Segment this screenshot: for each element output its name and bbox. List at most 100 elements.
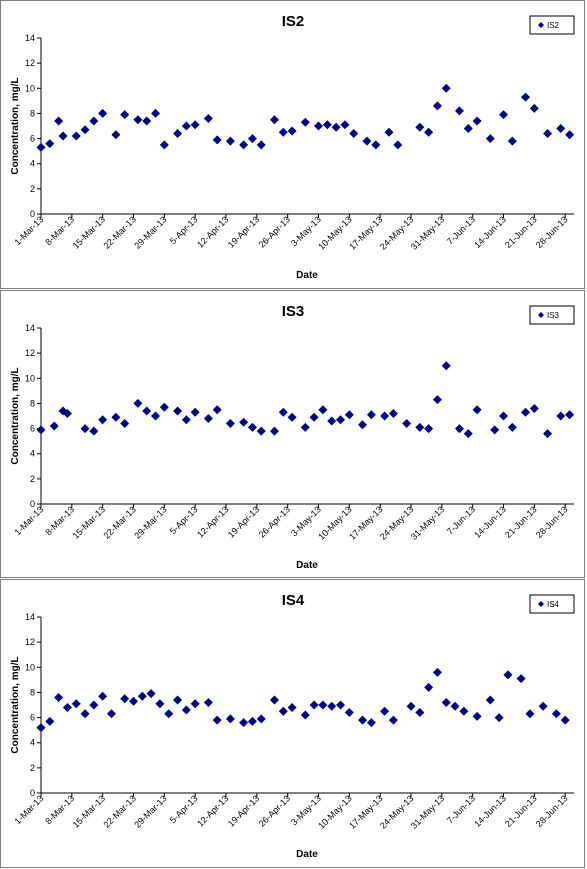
y-tick-label: 2 bbox=[30, 763, 35, 773]
x-tick-label: 15-Mar-13 bbox=[71, 793, 107, 829]
data-point bbox=[358, 715, 368, 725]
chart-is2: IS2 IS2024681012141-Mar-138-Mar-1315-Mar-… bbox=[10, 13, 575, 281]
y-tick-label: 0 bbox=[30, 499, 35, 509]
y-tick-label: 12 bbox=[25, 58, 35, 68]
data-point bbox=[415, 708, 425, 718]
x-tick-label: 12-Apr-13 bbox=[195, 214, 230, 249]
data-point bbox=[331, 122, 341, 132]
x-tick-label: 28-Jun-13 bbox=[534, 504, 570, 540]
data-point bbox=[133, 115, 143, 125]
data-point bbox=[560, 715, 570, 725]
data-point bbox=[441, 83, 451, 93]
data-point bbox=[256, 714, 266, 724]
legend-marker bbox=[538, 601, 544, 607]
series-is2 bbox=[36, 83, 575, 152]
data-point bbox=[164, 709, 174, 719]
data-point bbox=[485, 134, 495, 144]
data-point bbox=[463, 124, 473, 134]
chart-panel-is3: IS3 IS3 0 2 4 6 8 10 12 14 1-Mar-13 8-Mar-13 15-Mar-… bbox=[0, 290, 585, 578]
x-tick-label: 5-Apr-13 bbox=[168, 214, 200, 246]
legend-marker bbox=[538, 312, 544, 318]
data-point bbox=[322, 120, 332, 130]
data-point bbox=[120, 694, 130, 704]
data-point bbox=[521, 407, 531, 417]
x-tick-label: 1-Mar-13 bbox=[13, 793, 46, 826]
data-point bbox=[98, 108, 108, 118]
data-point bbox=[309, 412, 319, 422]
x-tick-label: 14-Jun-13 bbox=[472, 793, 508, 829]
data-point bbox=[146, 689, 156, 699]
data-point bbox=[327, 701, 337, 711]
data-point bbox=[529, 403, 539, 413]
data-point bbox=[441, 697, 451, 707]
data-point bbox=[62, 703, 72, 713]
data-point bbox=[80, 125, 90, 135]
data-point bbox=[58, 406, 68, 416]
data-point bbox=[212, 135, 222, 145]
y-axis-label: Concentration, mg/L bbox=[10, 656, 21, 753]
data-point bbox=[300, 117, 310, 127]
data-point bbox=[318, 700, 328, 710]
data-point bbox=[98, 691, 108, 701]
x-tick-label: 21-Jun-13 bbox=[503, 793, 539, 829]
data-point bbox=[98, 415, 108, 425]
data-point bbox=[529, 103, 539, 113]
x-tick-label: 26-Apr-13 bbox=[257, 214, 292, 249]
data-point bbox=[36, 425, 46, 435]
data-point bbox=[538, 701, 548, 711]
data-point bbox=[173, 695, 183, 705]
data-point bbox=[89, 116, 99, 126]
data-point bbox=[300, 710, 310, 720]
legend-box bbox=[529, 594, 575, 614]
data-point bbox=[424, 682, 434, 692]
data-point bbox=[551, 709, 561, 719]
data-point bbox=[287, 126, 297, 136]
data-point bbox=[472, 711, 482, 721]
data-point bbox=[432, 667, 442, 677]
y-tick-label: 10 bbox=[25, 83, 35, 93]
y-tick-label: 4 bbox=[30, 738, 35, 748]
x-tick-label: 14-Jun-13 bbox=[472, 504, 508, 540]
data-point bbox=[269, 426, 279, 436]
data-point bbox=[309, 700, 319, 710]
x-tick-label: 26-Apr-13 bbox=[257, 504, 292, 539]
data-point bbox=[318, 405, 328, 415]
data-point bbox=[137, 691, 147, 701]
legend-label: IS4 bbox=[547, 600, 560, 609]
data-point bbox=[556, 124, 566, 134]
x-tick-label: 12-Apr-13 bbox=[195, 504, 230, 539]
y-tick-label: 6 bbox=[30, 713, 35, 723]
data-point bbox=[181, 705, 191, 715]
data-point bbox=[120, 110, 130, 120]
series-is3 bbox=[36, 361, 575, 439]
legend-box bbox=[529, 305, 575, 325]
data-point bbox=[80, 424, 90, 434]
y-tick-label: 10 bbox=[25, 662, 35, 672]
data-point bbox=[543, 129, 553, 139]
chart-is3: IS3 IS3024681012141-Mar-138-Mar-1315-Mar-… bbox=[10, 303, 575, 571]
legend: IS3 bbox=[529, 305, 575, 325]
chart-is4: IS4 IS4024681012141-Mar-138-Mar-1315-Mar-… bbox=[10, 592, 575, 860]
data-point bbox=[45, 716, 55, 726]
data-point bbox=[106, 709, 116, 719]
data-point bbox=[380, 706, 390, 716]
data-point bbox=[300, 422, 310, 432]
data-point bbox=[203, 414, 213, 424]
data-point bbox=[120, 419, 130, 429]
y-tick-label: 0 bbox=[30, 209, 35, 219]
x-tick-label: 21-Jun-13 bbox=[503, 214, 539, 250]
data-point bbox=[247, 716, 257, 726]
data-point bbox=[225, 714, 235, 724]
data-point bbox=[472, 405, 482, 415]
x-tick-label: 29-Mar-13 bbox=[132, 793, 168, 829]
data-point bbox=[454, 106, 464, 116]
data-point bbox=[256, 140, 266, 150]
data-point bbox=[344, 708, 354, 718]
data-point bbox=[415, 122, 425, 132]
y-tick-label: 6 bbox=[30, 134, 35, 144]
x-tick-label: 26-Apr-13 bbox=[257, 793, 292, 828]
data-point bbox=[181, 415, 191, 425]
data-point bbox=[62, 408, 72, 418]
data-point bbox=[314, 121, 324, 131]
x-tick-label: 29-Mar-13 bbox=[132, 504, 168, 540]
